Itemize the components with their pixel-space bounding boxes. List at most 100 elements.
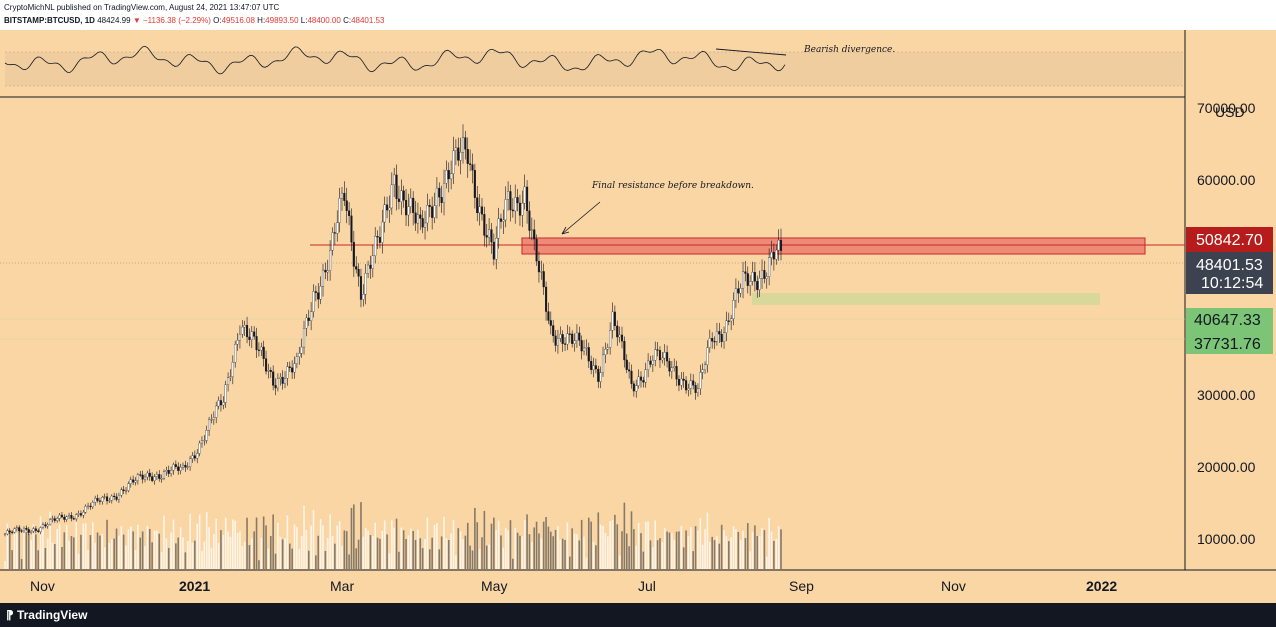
volume-bar — [462, 539, 464, 569]
volume-bar — [115, 528, 118, 569]
volume-bar — [205, 512, 208, 569]
chart-header: CryptoMichNL published on TradingView.co… — [0, 0, 1276, 30]
volume-bar — [751, 532, 754, 569]
volume-bar — [685, 530, 687, 569]
volume-bar — [713, 540, 716, 569]
volume-bar — [611, 520, 614, 569]
volume-bar — [692, 551, 694, 569]
candle — [711, 338, 714, 342]
candle — [632, 383, 635, 392]
candle — [184, 464, 187, 468]
price-axis[interactable]: 70000.00 USD 60000.00 30000.00 20000.00 … — [1197, 100, 1256, 547]
volume-bar — [746, 523, 749, 569]
volume-bar — [749, 551, 751, 569]
candle — [198, 442, 201, 454]
change-arrow: ▼ — [132, 16, 141, 25]
resistance-zone[interactable] — [521, 237, 1146, 255]
volume-bar — [18, 526, 21, 569]
candle — [597, 368, 600, 382]
price-chart[interactable]: Bearish divergence. Final resistance bef… — [0, 30, 1276, 603]
candle — [208, 419, 211, 431]
volume-bar — [37, 550, 40, 569]
volume-bar — [322, 525, 324, 569]
candle — [151, 476, 154, 481]
volume-bar — [443, 516, 445, 569]
candle — [775, 249, 778, 260]
volume-bar — [768, 517, 770, 569]
volume-bar — [77, 553, 80, 569]
candle — [454, 147, 457, 151]
volume-bar — [516, 532, 519, 569]
volume-bar — [220, 530, 222, 569]
candle — [160, 478, 163, 480]
candle — [283, 378, 287, 384]
volume-bar — [291, 548, 293, 569]
time-axis[interactable]: Nov 2021 Mar May Jul Sep Nov 2022 — [30, 578, 1117, 594]
candle — [255, 336, 258, 351]
candle — [779, 239, 783, 251]
volume-bar — [307, 550, 310, 569]
candle — [158, 474, 161, 479]
candle — [654, 349, 657, 361]
volume-bar — [675, 531, 678, 569]
volume-bar — [80, 534, 82, 569]
candle — [668, 360, 671, 372]
candle — [98, 500, 101, 502]
volume-bar — [213, 533, 215, 569]
candle — [692, 380, 695, 386]
volume-bar — [592, 541, 595, 569]
volume-bar — [424, 538, 426, 569]
rsi-line — [4, 45, 786, 75]
volume-bar — [146, 526, 149, 569]
candle — [580, 340, 583, 352]
candle — [91, 502, 94, 508]
y-tick-60000: 60000.00 — [1197, 172, 1256, 188]
x-tick-nov: Nov — [30, 578, 55, 594]
candle — [528, 210, 531, 231]
candle — [350, 215, 353, 243]
tradingview-logo-icon[interactable]: ⁋ TradingView — [6, 608, 88, 622]
candle — [435, 187, 438, 206]
volume-bar — [609, 521, 611, 569]
volume-bar — [103, 547, 106, 569]
candle — [618, 334, 621, 338]
candle — [599, 372, 602, 382]
candle — [647, 360, 650, 370]
volume-bar — [718, 543, 721, 569]
volume-bar — [241, 546, 244, 569]
candle — [148, 472, 151, 477]
volume-bar — [476, 522, 479, 569]
candle — [483, 214, 486, 236]
candle — [58, 514, 61, 519]
candle — [628, 369, 631, 372]
candle — [162, 471, 166, 479]
candle — [79, 513, 82, 516]
arrow-head-icon — [561, 226, 570, 235]
candle — [110, 495, 113, 501]
candle — [217, 400, 220, 407]
volume-bar — [234, 520, 236, 569]
candle — [749, 281, 752, 286]
y-tick-10000: 10000.00 — [1197, 531, 1256, 547]
volume-bar — [597, 512, 600, 569]
candle — [15, 527, 18, 529]
candle — [457, 147, 460, 161]
volume-bar — [243, 541, 246, 569]
volume-bar — [459, 531, 462, 569]
volume-bar — [56, 528, 59, 569]
candle — [744, 271, 747, 274]
candle — [673, 366, 676, 368]
candle — [625, 359, 628, 370]
candle — [611, 311, 614, 331]
support-zone[interactable] — [752, 293, 1100, 305]
candle — [305, 317, 308, 329]
volume-bar — [647, 521, 649, 569]
candle — [623, 340, 626, 361]
candle — [666, 352, 669, 362]
candle — [139, 474, 142, 476]
candle — [329, 250, 332, 271]
volume-bar — [447, 540, 450, 569]
volume-bar — [127, 529, 130, 569]
volume-bar — [732, 526, 735, 569]
candle — [264, 358, 268, 372]
